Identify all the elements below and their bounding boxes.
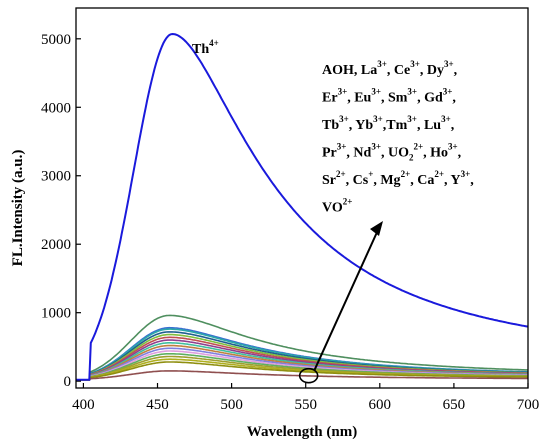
y-tick-label: 4000 [41, 100, 71, 116]
plot-frame [75, 7, 529, 389]
x-tick-label: 550 [294, 397, 317, 413]
y-axis-title: FL.Intensity (a.u.) [10, 150, 26, 267]
x-tick-label: 650 [443, 397, 466, 413]
spectrum-line [76, 314, 528, 381]
x-axis-ticks: 400 450 500 550 600 650 700 [72, 383, 539, 413]
y-tick-label: 3000 [41, 169, 71, 185]
x-tick-label: 500 [220, 397, 243, 413]
y-tick-label: 0 [64, 374, 72, 390]
highlight-ellipse [298, 367, 319, 384]
arrow-shaft [313, 229, 379, 371]
x-axis-title: Wavelength (nm) [247, 424, 357, 440]
spectra-curves [76, 32, 528, 381]
y-tick-label: 2000 [41, 237, 71, 253]
th-label: Th4+ [192, 38, 219, 57]
x-tick-label: 450 [146, 397, 169, 413]
x-tick-label: 600 [369, 397, 392, 413]
ion-list-line: Pr3+, Nd3+, UO22+, Ho3+, [322, 142, 461, 163]
arrow-head [370, 221, 383, 236]
x-tick-label: 700 [517, 397, 540, 413]
annotation: Th4+ AOH, La3+, Ce3+, Dy3+, Er3+, Eu3+, Sm… [192, 38, 474, 384]
ion-list-line: Er3+, Eu3+, Sm3+, Gd3+, [322, 87, 456, 106]
x-tick-label: 400 [72, 397, 95, 413]
ion-list-line: AOH, La3+, Ce3+, Dy3+, [322, 59, 457, 78]
ion-list-line: VO2+ [322, 197, 352, 216]
spectrum-line [76, 370, 528, 381]
ion-list-line: Tb3+, Yb3+,Tm3+, Lu3+, [322, 114, 454, 133]
y-tick-label: 5000 [41, 32, 71, 48]
y-tick-label: 1000 [41, 306, 71, 322]
axes [75, 7, 529, 389]
ion-list-line: Sr2+, Cs+, Mg2+, Ca2+, Y3+, [322, 169, 474, 188]
y-axis-ticks: 0 1000 2000 3000 4000 5000 [41, 32, 81, 390]
spectrum-line [76, 32, 528, 381]
